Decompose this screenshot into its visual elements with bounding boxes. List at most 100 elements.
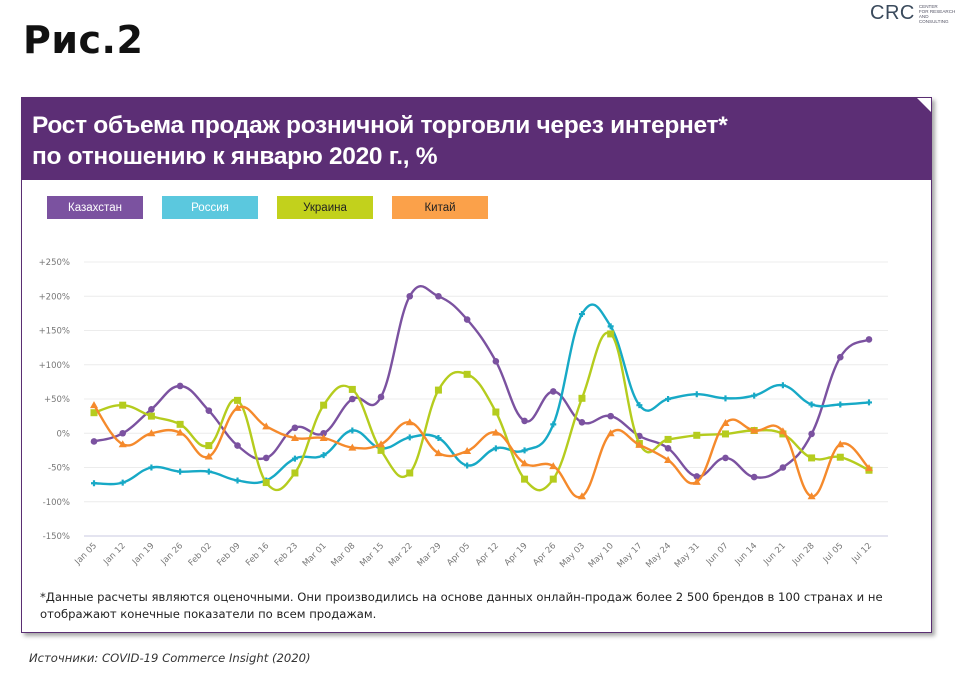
data-point[interactable] — [664, 435, 672, 443]
data-point[interactable] — [866, 399, 872, 406]
data-point[interactable] — [233, 403, 242, 411]
data-point[interactable] — [119, 429, 127, 437]
data-point[interactable] — [434, 386, 442, 394]
data-point[interactable] — [90, 409, 98, 417]
data-point[interactable] — [291, 455, 298, 462]
data-point[interactable] — [751, 392, 758, 399]
data-point[interactable] — [348, 443, 357, 451]
data-point[interactable] — [808, 454, 816, 462]
data-point[interactable] — [205, 442, 213, 450]
data-point[interactable] — [262, 422, 271, 430]
data-point[interactable] — [865, 336, 873, 343]
data-point[interactable] — [578, 394, 586, 402]
data-point[interactable] — [291, 424, 299, 432]
data-point[interactable] — [779, 382, 786, 389]
data-point[interactable] — [320, 452, 327, 459]
data-point[interactable] — [119, 479, 126, 486]
data-point[interactable] — [90, 401, 98, 409]
data-point[interactable] — [348, 385, 356, 393]
legend-item-russia[interactable]: Россия — [162, 196, 258, 219]
data-point[interactable] — [290, 434, 299, 442]
data-point[interactable] — [91, 480, 97, 487]
data-point[interactable] — [177, 468, 184, 475]
data-point[interactable] — [808, 430, 815, 438]
data-point[interactable] — [607, 323, 614, 330]
data-point[interactable] — [204, 452, 213, 460]
data-point[interactable] — [750, 426, 759, 434]
data-point[interactable] — [176, 420, 184, 428]
data-point[interactable] — [664, 455, 673, 463]
data-point[interactable] — [320, 429, 327, 437]
data-point[interactable] — [836, 440, 845, 448]
legend-item-ukraine[interactable]: Украина — [277, 196, 373, 219]
data-point[interactable] — [377, 393, 385, 401]
data-point[interactable] — [577, 492, 586, 500]
data-point[interactable] — [464, 462, 471, 469]
data-point[interactable] — [693, 431, 701, 439]
data-point[interactable] — [607, 412, 614, 420]
data-point[interactable] — [865, 464, 873, 472]
data-point[interactable] — [435, 292, 442, 300]
data-point[interactable] — [291, 469, 299, 477]
data-point[interactable] — [693, 391, 700, 398]
data-point[interactable] — [779, 464, 787, 471]
data-point[interactable] — [234, 396, 242, 404]
legend-item-kazakhstan[interactable]: Казахстан — [47, 196, 143, 219]
data-point[interactable] — [320, 401, 328, 409]
data-point[interactable] — [549, 462, 558, 470]
data-point[interactable] — [349, 395, 356, 403]
data-point[interactable] — [176, 382, 184, 390]
data-point[interactable] — [176, 428, 185, 436]
data-point[interactable] — [492, 445, 499, 452]
data-point[interactable] — [836, 353, 844, 361]
data-point[interactable] — [148, 405, 155, 413]
data-point[interactable] — [434, 449, 443, 457]
data-point[interactable] — [665, 396, 672, 402]
data-point[interactable] — [148, 464, 155, 471]
data-point[interactable] — [636, 402, 643, 409]
data-point[interactable] — [90, 438, 98, 445]
data-point[interactable] — [406, 469, 414, 477]
data-point[interactable] — [349, 427, 356, 434]
data-point[interactable] — [406, 434, 413, 441]
data-point[interactable] — [262, 479, 270, 487]
data-point[interactable] — [147, 412, 155, 420]
data-point[interactable] — [377, 440, 386, 448]
data-point[interactable] — [435, 435, 442, 442]
data-point[interactable] — [664, 445, 672, 452]
data-point[interactable] — [205, 468, 212, 475]
data-point[interactable] — [521, 447, 528, 454]
data-point[interactable] — [750, 473, 758, 481]
data-point[interactable] — [205, 407, 213, 414]
data-point[interactable] — [521, 417, 528, 425]
data-point[interactable] — [262, 454, 270, 462]
data-point[interactable] — [492, 408, 500, 416]
data-point[interactable] — [234, 477, 241, 484]
data-point[interactable] — [721, 418, 730, 426]
data-point[interactable] — [234, 442, 241, 449]
data-point[interactable] — [778, 427, 787, 435]
data-point[interactable] — [147, 429, 156, 437]
data-point[interactable] — [721, 430, 729, 438]
data-point[interactable] — [492, 358, 500, 365]
data-point[interactable] — [807, 492, 816, 500]
data-point[interactable] — [377, 446, 385, 454]
data-point[interactable] — [607, 330, 615, 338]
data-point[interactable] — [118, 440, 127, 448]
data-point[interactable] — [578, 311, 585, 318]
data-point[interactable] — [405, 418, 414, 426]
data-point[interactable] — [692, 477, 701, 485]
data-point[interactable] — [693, 473, 701, 480]
data-point[interactable] — [319, 434, 328, 442]
data-point[interactable] — [406, 292, 414, 300]
legend-item-china[interactable]: Китай — [392, 196, 488, 219]
data-point[interactable] — [722, 454, 729, 462]
data-point[interactable] — [119, 401, 127, 409]
data-point[interactable] — [635, 440, 644, 448]
data-point[interactable] — [549, 475, 557, 483]
data-point[interactable] — [549, 388, 557, 395]
data-point[interactable] — [606, 429, 615, 437]
data-point[interactable] — [463, 370, 471, 378]
data-point[interactable] — [463, 316, 471, 323]
data-point[interactable] — [520, 459, 529, 467]
